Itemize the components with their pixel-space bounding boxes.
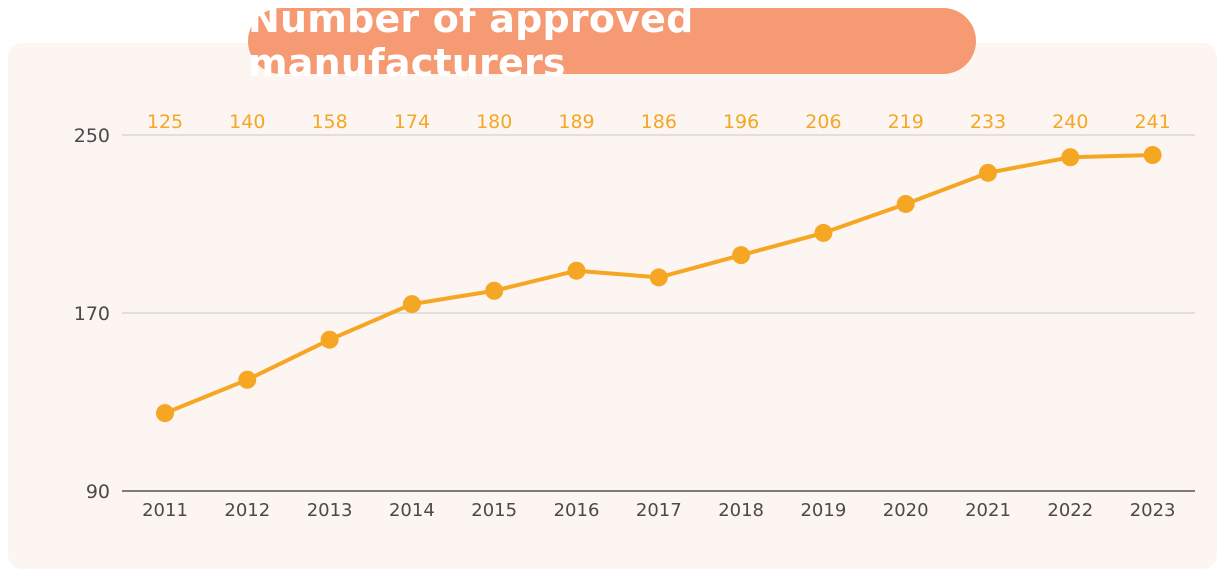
labels: 90 170 250 2011 2012 2013 2014 2015 2016 2017 2018… [74,111,1176,521]
x-tick-label: 2017 [636,500,682,521]
y-tick-label: 250 [74,125,110,147]
x-tick-label: 2011 [142,500,188,521]
data-point [402,295,421,314]
x-tick-label: 2018 [718,500,764,521]
data-label: 158 [311,111,347,133]
data-point [649,268,668,287]
data-point [320,330,339,349]
series [156,146,1162,423]
data-point [238,370,257,389]
data-label: 241 [1134,111,1170,133]
x-tick-label: 2015 [471,500,517,521]
data-point [814,223,833,242]
data-label: 174 [394,111,430,133]
x-tick-label: 2013 [307,500,353,521]
data-point [156,404,174,423]
grid-lines [122,134,1195,314]
chart-title: Number of approved manufacturers [248,0,976,85]
data-point [732,246,751,265]
data-label: 180 [476,111,512,133]
x-tick-label: 2014 [389,500,435,521]
data-point [485,281,504,300]
data-label: 125 [147,111,183,133]
x-tick-label: 2022 [1047,500,1093,521]
chart-panel [8,43,1217,569]
data-label: 206 [805,111,841,133]
data-label: 189 [558,111,594,133]
y-tick-label: 90 [86,481,110,503]
data-point [1143,146,1162,165]
x-tick-label: 2021 [965,500,1011,521]
x-tick-label: 2012 [224,500,270,521]
data-point [896,194,915,213]
data-label: 140 [229,111,265,133]
x-tick-label: 2019 [800,500,846,521]
data-point [1061,148,1080,167]
data-label: 233 [970,111,1006,133]
data-point [979,163,997,182]
x-tick-label: 2023 [1130,500,1176,521]
data-label: 219 [888,111,924,133]
x-tick-label: 2020 [883,500,929,521]
x-tick-label: 2016 [554,500,600,521]
data-label: 186 [641,111,677,133]
y-tick-label: 170 [74,303,110,325]
data-point [567,261,586,280]
data-label: 196 [723,111,759,133]
data-label: 240 [1052,111,1088,133]
